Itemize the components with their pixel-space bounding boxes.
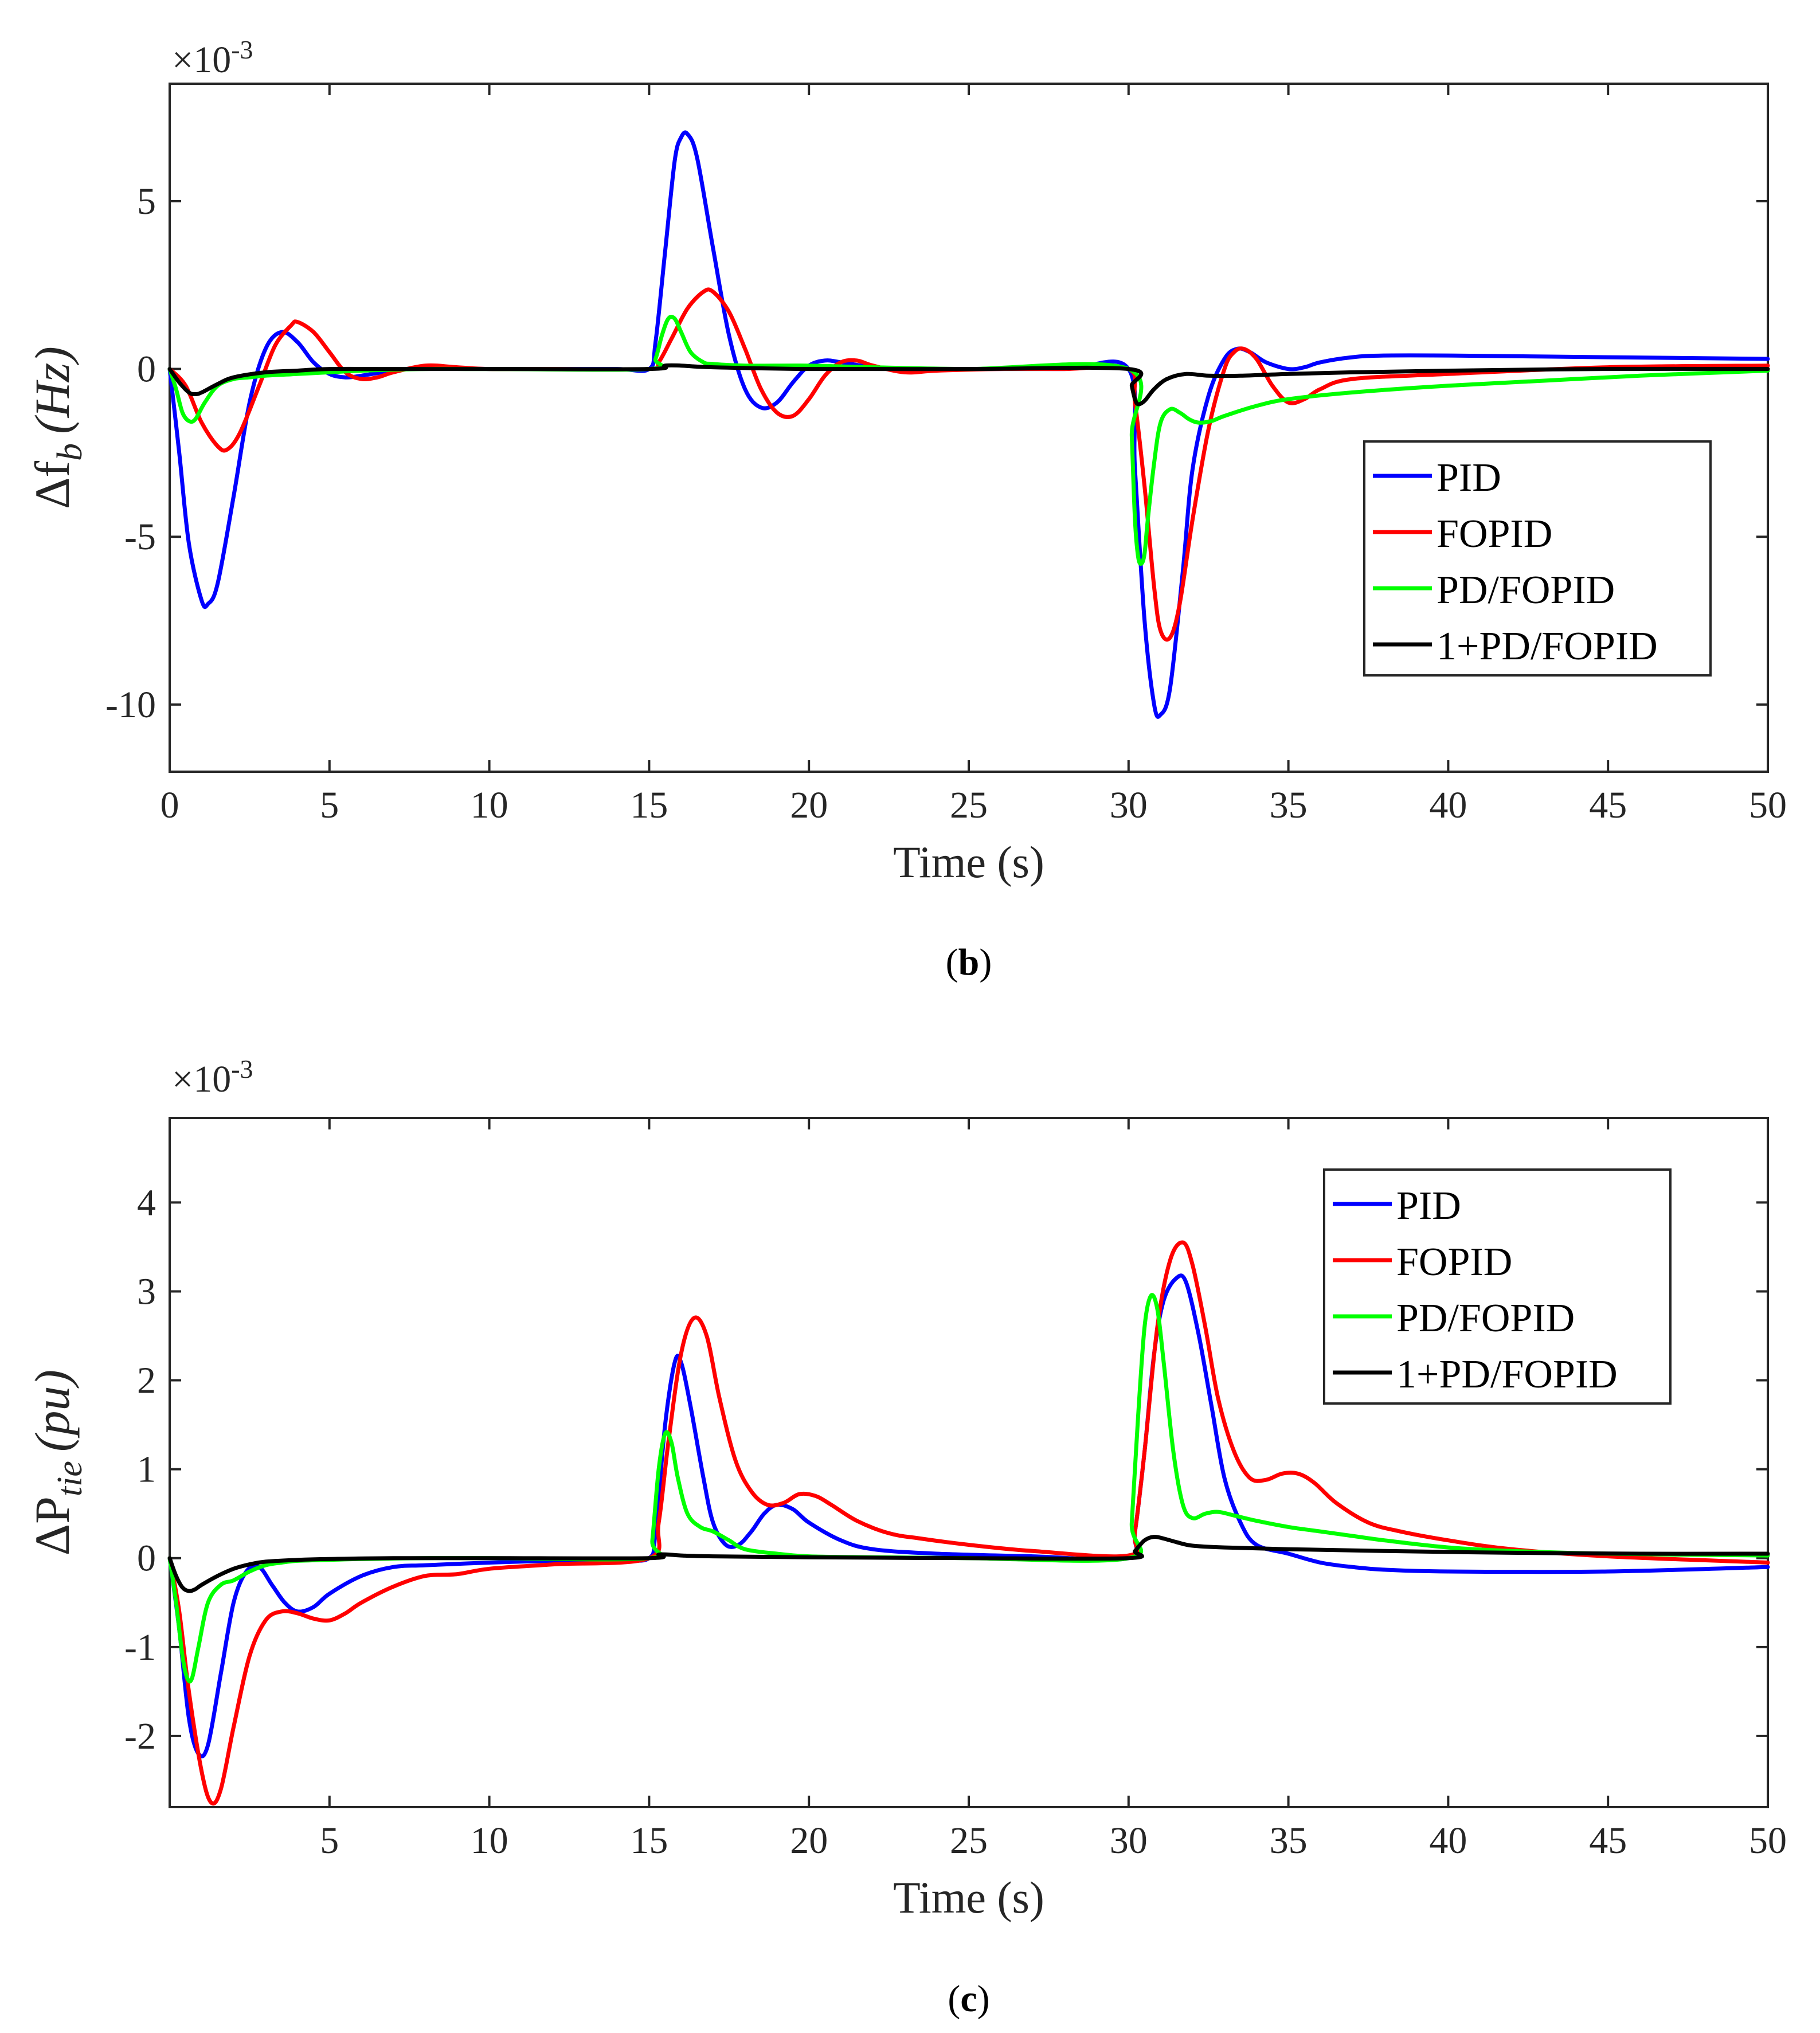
legend-b-label-fopid: FOPID xyxy=(1437,512,1552,556)
panel-b-legend: PID FOPID PD/FOPID 1+PD/FOPID xyxy=(1363,440,1712,677)
legend-b-label-pid: PID xyxy=(1437,456,1501,500)
xtick-label: 50 xyxy=(1749,784,1787,826)
panel-b: ×10-3 0 5 10 15 20 25 30 35 40 45 50 -10 -5 0 5 PID FO… xyxy=(25,35,1787,983)
legend-c-label-pid: PID xyxy=(1396,1184,1461,1228)
xtick-label: 15 xyxy=(630,784,668,826)
ytick-label: -2 xyxy=(124,1715,156,1757)
panel-b-legend-box xyxy=(1363,440,1712,677)
xtick-label: 40 xyxy=(1429,784,1467,826)
ytick-label: 1 xyxy=(137,1449,156,1491)
xtick-label: 10 xyxy=(471,1820,508,1862)
ytick-label: 0 xyxy=(137,349,156,390)
panel-c-exponent: ×10-3 xyxy=(172,1054,253,1100)
panel-c-xlabel: Time (s) xyxy=(893,1872,1044,1922)
ytick-label: -1 xyxy=(124,1627,156,1668)
panel-b-caption: (b) xyxy=(946,941,992,983)
legend-c-label-1-pd-fopid: 1+PD/FOPID xyxy=(1396,1352,1618,1397)
xtick-label: 30 xyxy=(1110,784,1148,826)
legend-c-label-pd-fopid: PD/FOPID xyxy=(1396,1296,1575,1340)
panel-c-caption: (c) xyxy=(948,1978,989,2020)
ytick-label: 0 xyxy=(137,1538,156,1580)
panel-c-series xyxy=(167,1240,1770,1806)
xtick-label: 30 xyxy=(1110,1820,1148,1862)
series-b-1-pd-fopid xyxy=(167,363,1770,406)
legend-c-label-fopid: FOPID xyxy=(1396,1240,1512,1284)
series-c-1-pd-fopid xyxy=(167,1534,1770,1593)
xtick-label: 5 xyxy=(320,784,339,826)
xtick-label: 25 xyxy=(950,1820,988,1862)
xtick-label: 20 xyxy=(790,1820,828,1862)
xtick-label: 0 xyxy=(161,784,179,826)
xtick-label: 10 xyxy=(471,784,508,826)
xtick-label: 35 xyxy=(1270,1820,1308,1862)
series-c-pid xyxy=(167,1273,1770,1758)
xtick-label: 5 xyxy=(320,1820,339,1862)
panel-c: ×10-3 5 10 15 20 25 30 35 40 45 50 -2 -1 0 1 2 3 4 PID F… xyxy=(25,1054,1787,2020)
xtick-label: 40 xyxy=(1429,1820,1467,1862)
panel-b-ticks: 0 5 10 15 20 25 30 35 40 45 50 -10 -5 0 5 xyxy=(105,84,1787,826)
panel-b-series xyxy=(167,130,1770,719)
panel-b-exponent: ×10-3 xyxy=(172,35,253,81)
panel-b-ylabel: Δfb(Hz) xyxy=(25,346,89,509)
panel-b-xlabel: Time (s) xyxy=(893,837,1044,887)
ytick-label: 3 xyxy=(137,1270,156,1312)
xtick-label: 35 xyxy=(1270,784,1308,826)
ytick-label: -5 xyxy=(124,516,156,558)
xtick-label: 20 xyxy=(790,784,828,826)
xtick-label: 15 xyxy=(630,1820,668,1862)
ytick-label: 5 xyxy=(137,181,156,222)
series-b-fopid xyxy=(167,287,1770,642)
xtick-label: 45 xyxy=(1589,784,1627,826)
series-c-pd-fopid xyxy=(167,1293,1770,1684)
ytick-label: 4 xyxy=(137,1182,156,1223)
ytick-label: -10 xyxy=(105,684,156,726)
xtick-label: 50 xyxy=(1749,1820,1787,1862)
xtick-label: 45 xyxy=(1589,1820,1627,1862)
panel-c-ticks: 5 10 15 20 25 30 35 40 45 50 -2 -1 0 1 2 3 4 xyxy=(124,1118,1787,1862)
panel-c-ylabel: ΔPtie(pu) xyxy=(25,1370,89,1555)
series-c-fopid xyxy=(167,1240,1770,1806)
xtick-label: 25 xyxy=(950,784,988,826)
panel-c-legend-box xyxy=(1323,1168,1672,1405)
panel-c-legend: PID FOPID PD/FOPID 1+PD/FOPID xyxy=(1323,1168,1672,1405)
legend-b-label-1-pd-fopid: 1+PD/FOPID xyxy=(1437,624,1658,668)
legend-b-label-pd-fopid: PD/FOPID xyxy=(1437,568,1615,612)
ytick-label: 2 xyxy=(137,1360,156,1402)
